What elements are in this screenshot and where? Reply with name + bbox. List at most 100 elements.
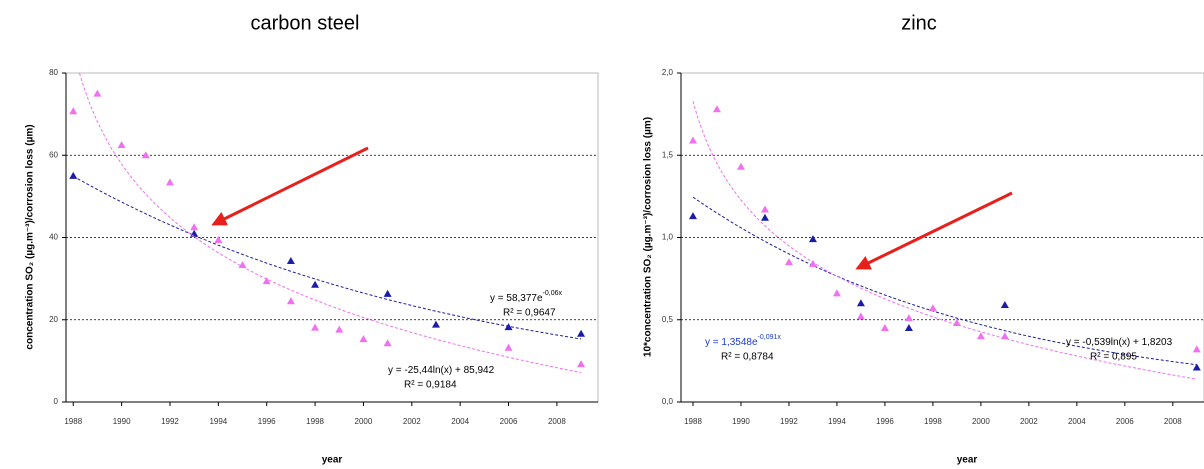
data-point — [214, 235, 223, 243]
data-point — [577, 329, 586, 337]
data-point — [311, 280, 320, 288]
equation-text: y = 58,377e — [490, 293, 543, 304]
data-point — [117, 140, 126, 148]
data-point — [736, 162, 745, 170]
r-squared: R² = 0,895 — [1090, 352, 1137, 363]
data-point — [784, 258, 793, 266]
chart-title: carbon steel — [251, 12, 360, 34]
data-point — [928, 304, 937, 312]
equation-text: y = 1,3548e — [705, 337, 758, 348]
y-tick-label: 40 — [49, 233, 58, 242]
data-point — [952, 319, 961, 327]
x-tick-label: 2006 — [500, 417, 518, 426]
data-point — [808, 259, 817, 267]
y-tick-label: 80 — [49, 68, 58, 77]
x-tick-label: 2002 — [403, 417, 421, 426]
trend-equation: y = 1,3548e-0,091x — [705, 334, 781, 348]
data-point — [165, 178, 174, 186]
data-point — [760, 205, 769, 213]
x-tick-label: 2000 — [972, 417, 990, 426]
y-tick-label: 2,0 — [662, 68, 674, 77]
x-axis-label: year — [322, 455, 343, 466]
x-tick-label: 2004 — [1068, 417, 1086, 426]
r-squared: R² = 0,8784 — [721, 352, 774, 363]
data-point — [69, 171, 78, 179]
data-point — [1000, 300, 1009, 308]
equation-exponent: -0,06x — [543, 290, 563, 297]
x-tick-label: 1988 — [684, 417, 702, 426]
y-axis-label: 10*concentration SO₂ (µg.m⁻³)/corrosion … — [643, 117, 654, 357]
data-point — [190, 229, 199, 237]
x-tick-label: 1990 — [113, 417, 131, 426]
y-tick-label: 0,0 — [662, 397, 674, 406]
trend-equation: y = -25,44ln(x) + 85,942 — [388, 365, 495, 376]
data-point — [383, 339, 392, 347]
trend-line — [78, 73, 582, 374]
y-tick-label: 0 — [54, 397, 59, 406]
red-arrow — [211, 146, 369, 226]
x-tick-label: 1998 — [924, 417, 942, 426]
data-point — [1192, 345, 1201, 353]
x-tick-label: 2008 — [1164, 417, 1182, 426]
data-point — [1192, 363, 1201, 371]
data-point — [431, 320, 440, 328]
trend-line — [692, 196, 1197, 366]
data-point — [880, 323, 889, 331]
trend-line — [73, 175, 582, 340]
data-point — [832, 289, 841, 297]
trend-equation: y = 58,377e-0,06x — [490, 290, 563, 304]
chart-title: zinc — [901, 12, 937, 34]
x-tick-label: 1990 — [732, 417, 750, 426]
equation-exponent: -0,091x — [758, 334, 782, 341]
x-tick-label: 2008 — [548, 417, 566, 426]
x-tick-label: 1988 — [64, 417, 82, 426]
data-point — [504, 323, 513, 331]
x-tick-label: 1998 — [306, 417, 324, 426]
data-point — [856, 312, 865, 320]
x-tick-label: 2002 — [1020, 417, 1038, 426]
data-point — [262, 277, 271, 285]
data-point — [976, 332, 985, 340]
data-point — [286, 256, 295, 264]
data-point — [311, 323, 320, 331]
data-point — [190, 223, 199, 231]
x-tick-label: 2004 — [451, 417, 469, 426]
data-point — [904, 314, 913, 322]
data-point — [760, 213, 769, 221]
x-tick-label: 1992 — [780, 417, 798, 426]
x-axis-label: year — [957, 455, 978, 466]
y-axis-label: concentration SO₂ (µg.m⁻³)/corrosion los… — [25, 124, 36, 349]
x-tick-label: 1994 — [209, 417, 227, 426]
x-tick-label: 2006 — [1116, 417, 1134, 426]
data-point — [504, 343, 513, 351]
data-point — [238, 261, 247, 269]
data-point — [383, 289, 392, 297]
data-point — [712, 105, 721, 113]
red-arrow — [855, 191, 1013, 270]
data-point — [286, 297, 295, 305]
data-point — [688, 212, 697, 220]
x-tick-label: 1996 — [876, 417, 894, 426]
data-point — [141, 151, 150, 159]
y-tick-label: 60 — [49, 150, 58, 159]
y-tick-label: 0,5 — [662, 315, 674, 324]
data-point — [904, 323, 913, 331]
data-point — [335, 325, 344, 333]
y-tick-label: 1,0 — [662, 233, 674, 242]
data-point — [808, 235, 817, 243]
trend-line — [692, 101, 1197, 380]
equation-text: y = -0,539ln(x) + 1,8203 — [1066, 337, 1173, 348]
data-point — [577, 360, 586, 368]
x-tick-label: 1992 — [161, 417, 179, 426]
data-point — [69, 107, 78, 115]
data-point — [688, 136, 697, 144]
data-point — [856, 299, 865, 307]
y-tick-label: 1,5 — [662, 150, 674, 159]
y-tick-label: 20 — [49, 315, 58, 324]
data-point — [93, 89, 102, 97]
trend-equation: y = -0,539ln(x) + 1,8203 — [1066, 337, 1173, 348]
data-point — [1000, 332, 1009, 340]
x-tick-label: 1996 — [258, 417, 276, 426]
x-tick-label: 2000 — [355, 417, 373, 426]
